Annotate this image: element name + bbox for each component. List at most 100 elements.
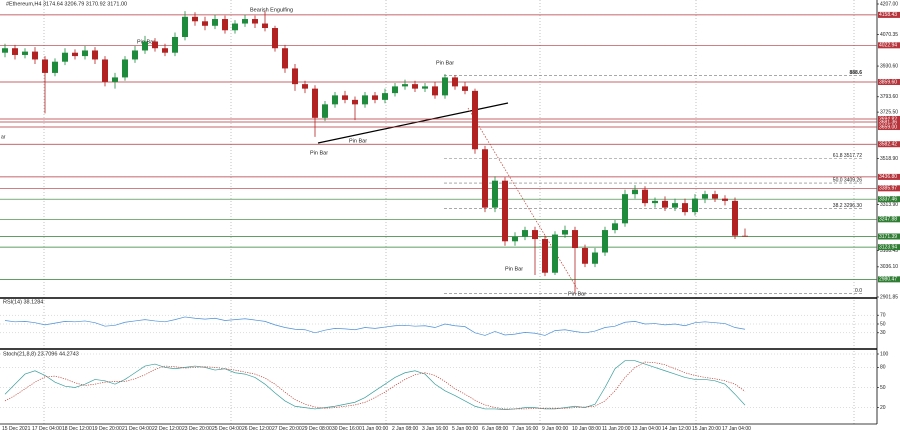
- y-tick-label: 3518.90: [880, 156, 898, 162]
- candle-body: [52, 61, 58, 73]
- annotation: Pin Bar: [310, 150, 328, 156]
- candle-body: [272, 28, 278, 49]
- level-box: [878, 173, 900, 180]
- level-label: 3659.00: [879, 124, 897, 130]
- x-tick-label: 29 Dec 08:00: [302, 426, 332, 432]
- candle-body: [472, 90, 478, 150]
- candle-body: [422, 86, 428, 89]
- x-tick-label: 17 Jan 04:00: [722, 426, 751, 432]
- candle-body: [202, 21, 208, 26]
- x-tick-label: 11 Jan 20:00: [602, 426, 631, 432]
- x-tick-label: 6 Jan 08:00: [482, 426, 508, 432]
- candle-body: [532, 230, 538, 240]
- level-label: 3171.39: [879, 234, 897, 240]
- candle-body: [492, 180, 498, 208]
- rsi-title: RSI(14) 38.1284: [3, 299, 43, 305]
- candle-body: [632, 189, 638, 195]
- candle-body: [302, 84, 308, 89]
- candle-body: [152, 41, 158, 49]
- level-label: 3859.60: [879, 79, 897, 85]
- candle-body: [382, 93, 388, 100]
- fib-label: 0.0: [855, 288, 862, 294]
- x-tick-label: 25 Dec 04:00: [212, 426, 242, 432]
- candle-body: [712, 194, 718, 199]
- candle-body: [662, 200, 668, 208]
- candle-body: [542, 239, 548, 273]
- chart-title: #Ethereum,H4 3174.64 3206.79 3170.92 317…: [6, 1, 127, 7]
- level-box: [878, 11, 900, 18]
- level-box: [878, 119, 900, 126]
- candle-body: [502, 180, 508, 242]
- annotation: Pin Bar: [436, 60, 454, 66]
- candle-body: [122, 59, 128, 78]
- level-box: [878, 78, 900, 85]
- level-box: [878, 141, 900, 148]
- x-tick-label: 5 Jan 00:00: [452, 426, 478, 432]
- y-tick-label: 20: [880, 405, 886, 411]
- candle-body: [252, 19, 258, 24]
- y-tick-label: 50: [880, 385, 886, 391]
- level-box: [878, 233, 900, 240]
- candle-body: [482, 149, 488, 208]
- candle-body: [452, 77, 458, 87]
- y-tick-label: 70: [880, 313, 886, 319]
- candle-body: [652, 200, 658, 204]
- candle-body: [282, 48, 288, 69]
- x-tick-label: 17 Dec 04:00: [32, 426, 62, 432]
- level-box: [878, 196, 900, 203]
- level-box: [878, 185, 900, 192]
- fib-label: 38.2 3296.30: [833, 203, 862, 209]
- candle-body: [62, 52, 68, 62]
- y-tick-label: 3725.50: [880, 109, 898, 115]
- annotation: Pin Bar: [505, 266, 523, 272]
- level-box: [878, 244, 900, 251]
- indicator-line: [4, 360, 746, 410]
- candle-body: [102, 59, 108, 82]
- y-tick-label: 30: [880, 330, 886, 336]
- candle-body: [412, 84, 418, 89]
- y-tick-label: 50: [880, 321, 886, 327]
- level-label: 3582.42: [879, 142, 897, 148]
- candle-body: [432, 86, 438, 96]
- candle-body: [312, 88, 318, 118]
- candle-body: [342, 95, 348, 100]
- candle-body: [162, 48, 168, 53]
- level-box: [878, 115, 900, 122]
- candle-body: [292, 68, 298, 85]
- y-tick-label: 100: [880, 351, 889, 357]
- fib-label: 61.8 3517.72: [833, 153, 862, 159]
- candle-body: [592, 252, 598, 264]
- candle-body: [72, 52, 78, 57]
- x-tick-label: 23 Dec 20:00: [182, 426, 212, 432]
- x-tick-label: 3 Jan 16:00: [422, 426, 448, 432]
- x-tick-label: 14 Jan 12:00: [662, 426, 691, 432]
- candle-body: [742, 235, 748, 237]
- candle-body: [132, 50, 138, 60]
- x-tick-label: 15 Dec 2021: [2, 426, 31, 432]
- candle-body: [612, 223, 618, 231]
- x-tick-label: 30 Dec 16:00: [332, 426, 362, 432]
- y-tick-label: 3313.90: [880, 202, 898, 208]
- candle-body: [582, 248, 588, 264]
- y-tick-label: 3793.60: [880, 94, 898, 100]
- fib-label: 888.6: [849, 70, 862, 76]
- x-tick-label: 1 Jan 00:00: [362, 426, 388, 432]
- candle-body: [12, 48, 18, 55]
- candle-body: [562, 230, 568, 235]
- candle-body: [332, 95, 338, 105]
- candle-body: [442, 77, 448, 96]
- level-label: 2980.47: [879, 277, 897, 283]
- x-tick-label: 19 Dec 20:00: [92, 426, 122, 432]
- indicator-line: [4, 361, 746, 410]
- level-box: [878, 124, 900, 131]
- x-tick-label: 22 Dec 12:00: [152, 426, 182, 432]
- x-tick-label: 15 Jan 20:00: [692, 426, 721, 432]
- y-tick-label: 80: [880, 365, 886, 371]
- candle-body: [392, 86, 398, 94]
- x-tick-label: 13 Jan 04:00: [632, 426, 661, 432]
- candle-body: [2, 48, 8, 53]
- fib-label: 50.0 3409.26: [833, 177, 862, 183]
- candle-body: [242, 19, 248, 24]
- candle-body: [32, 51, 38, 60]
